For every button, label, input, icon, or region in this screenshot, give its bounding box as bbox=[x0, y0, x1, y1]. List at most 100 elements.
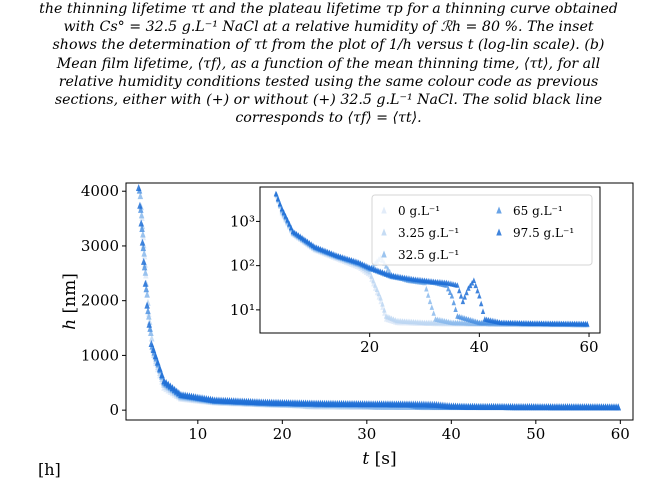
data-point bbox=[380, 304, 385, 310]
data-point bbox=[273, 190, 279, 197]
data-point bbox=[287, 220, 292, 227]
data-point bbox=[135, 183, 142, 191]
legend-label: 97.5 g.L⁻¹ bbox=[513, 226, 574, 240]
data-point bbox=[279, 205, 285, 212]
data-point bbox=[143, 285, 150, 293]
data-point bbox=[275, 195, 281, 202]
data-point bbox=[138, 211, 145, 219]
data-point bbox=[473, 282, 478, 289]
inset-y-tick-label: 10¹ bbox=[230, 301, 255, 319]
data-point bbox=[585, 320, 590, 327]
data-point bbox=[157, 364, 163, 372]
x-tick-label: 20 bbox=[273, 425, 292, 443]
data-point bbox=[425, 292, 431, 298]
data-point bbox=[447, 289, 453, 295]
data-point bbox=[378, 298, 383, 305]
legend-marker bbox=[496, 228, 502, 236]
y-axis-label: h [nm] bbox=[60, 273, 80, 330]
data-point bbox=[283, 213, 288, 219]
data-point bbox=[429, 304, 435, 310]
x-axis-label: t [s] bbox=[362, 449, 396, 469]
legend-label: 65 g.L⁻¹ bbox=[513, 204, 563, 218]
data-point bbox=[146, 312, 152, 320]
y-tick-label: 3000 bbox=[81, 237, 119, 255]
x-tick-label: 40 bbox=[442, 425, 461, 443]
data-point bbox=[451, 299, 456, 306]
data-point bbox=[615, 403, 621, 411]
data-point bbox=[277, 200, 283, 207]
data-point bbox=[137, 201, 143, 209]
data-point bbox=[144, 290, 150, 298]
data-point bbox=[455, 282, 460, 288]
data-point bbox=[154, 358, 161, 366]
data-point bbox=[458, 293, 464, 299]
data-point bbox=[427, 298, 433, 305]
data-point bbox=[288, 224, 294, 231]
data-point bbox=[141, 263, 148, 271]
data-point bbox=[369, 273, 374, 279]
data-point bbox=[431, 310, 436, 316]
data-point bbox=[372, 282, 378, 288]
x-tick-label: 30 bbox=[357, 425, 376, 443]
legend-label: 32.5 g.L⁻¹ bbox=[398, 248, 459, 262]
series-main bbox=[135, 183, 621, 411]
y-tick-label: 2000 bbox=[81, 292, 119, 310]
data-point bbox=[382, 310, 387, 316]
legend-box bbox=[371, 194, 593, 266]
data-point bbox=[144, 301, 150, 309]
data-point bbox=[378, 294, 383, 301]
inset-x-tick-label: 40 bbox=[470, 338, 489, 356]
x-tick-label: 50 bbox=[526, 425, 545, 443]
legend-marker bbox=[381, 206, 387, 214]
data-point bbox=[285, 216, 290, 223]
legend-label: 3.25 g.L⁻¹ bbox=[398, 226, 459, 240]
main-plot-frame bbox=[125, 182, 634, 421]
data-point bbox=[424, 285, 429, 292]
data-point bbox=[148, 339, 155, 347]
data-point bbox=[141, 249, 147, 257]
caption-line: Mean film lifetime, ⟨τf⟩, as a function … bbox=[56, 55, 601, 72]
caption-line: corresponds to ⟨τf⟩ = ⟨τt⟩. bbox=[235, 110, 422, 127]
data-point bbox=[449, 292, 455, 299]
data-point bbox=[471, 277, 477, 283]
inset-y-tick-label: 10³ bbox=[230, 212, 255, 230]
panel-tag: [h] bbox=[38, 460, 61, 479]
data-point bbox=[376, 290, 382, 297]
data-point bbox=[480, 308, 486, 314]
data-point bbox=[140, 257, 147, 265]
y-tick-label: 1000 bbox=[81, 346, 119, 364]
data-point bbox=[159, 370, 165, 378]
caption-line: with Cs° = 32.5 g.L⁻¹ NaCl at a relative… bbox=[63, 19, 594, 36]
data-point bbox=[147, 324, 153, 332]
data-point bbox=[150, 346, 157, 354]
caption-line: shows the determination of τt from the p… bbox=[52, 37, 605, 54]
series-inset bbox=[273, 190, 590, 327]
caption-line: sections, either with (+) or without (+)… bbox=[54, 92, 603, 109]
data-point bbox=[382, 307, 387, 313]
data-point bbox=[142, 279, 149, 287]
caption-line: relative humidity conditions tested usin… bbox=[58, 73, 599, 90]
data-point bbox=[139, 225, 145, 232]
data-point bbox=[281, 209, 286, 215]
data-point bbox=[140, 230, 146, 238]
data-point bbox=[457, 287, 462, 294]
data-point bbox=[148, 329, 154, 336]
y-tick-label: 4000 bbox=[81, 182, 119, 200]
data-point bbox=[380, 301, 385, 307]
legend-marker bbox=[496, 206, 502, 214]
data-point bbox=[140, 244, 147, 252]
inset-x-tick-label: 20 bbox=[360, 338, 379, 356]
data-point bbox=[453, 306, 458, 312]
inset-x-tick-label: 60 bbox=[579, 338, 598, 356]
data-point bbox=[477, 292, 482, 299]
y-tick-label: 0 bbox=[109, 401, 119, 419]
legend-marker bbox=[381, 228, 387, 236]
data-point bbox=[460, 298, 466, 305]
x-tick-label: 10 bbox=[188, 425, 207, 443]
figure-caption: the thinning lifetime τt and the plateau… bbox=[6, 0, 651, 127]
data-point bbox=[385, 265, 391, 272]
inset-y-tick-label: 10² bbox=[230, 257, 255, 275]
data-point bbox=[478, 300, 484, 307]
data-point bbox=[142, 268, 149, 276]
